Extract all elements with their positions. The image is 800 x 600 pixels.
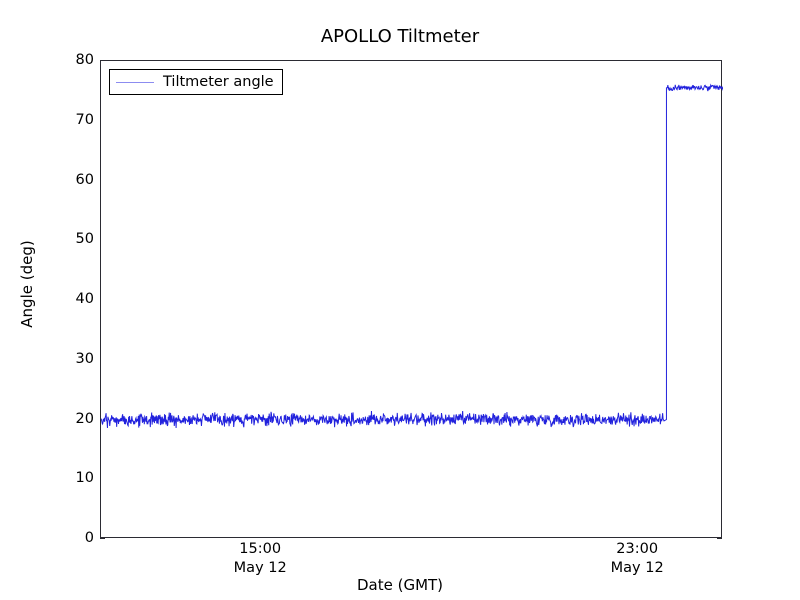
x-tick-label: 23:00 May 12 (577, 540, 697, 578)
x-tick-time: 15:00 (239, 541, 282, 557)
y-tick-mark (717, 537, 722, 539)
series-plot (101, 83, 723, 429)
y-tick-label: 70 (75, 111, 94, 128)
x-tick-time: 23:00 (616, 541, 659, 557)
x-tick-date: May 12 (233, 560, 287, 576)
page-title: APOLLO Tiltmeter (320, 26, 480, 47)
y-tick-label: 10 (75, 470, 94, 487)
y-axis-label: Angle (deg) (18, 240, 36, 328)
y-tick-label: 30 (75, 350, 94, 367)
legend: Tiltmeter angle (109, 69, 283, 95)
series-line-tiltmeter-angle (101, 83, 723, 429)
y-tick-label: 50 (75, 231, 94, 248)
y-tick-label: 60 (75, 171, 94, 188)
y-tick-mark (100, 537, 105, 539)
legend-label: Tiltmeter angle (163, 74, 274, 90)
y-tick-label: 80 (75, 52, 94, 68)
y-tick-label: 20 (75, 410, 94, 427)
x-tick-label: 15:00 May 12 (200, 540, 320, 578)
legend-line-swatch (116, 81, 154, 83)
y-axis-tick-labels: 0 10 20 30 40 50 60 70 80 (42, 52, 94, 546)
plot-area: Tiltmeter angle (100, 60, 723, 538)
x-axis-label: Date (GMT) (356, 576, 444, 594)
x-tick-date: May 12 (610, 560, 664, 576)
y-tick-label: 0 (84, 530, 94, 546)
y-tick-label: 40 (75, 291, 94, 307)
